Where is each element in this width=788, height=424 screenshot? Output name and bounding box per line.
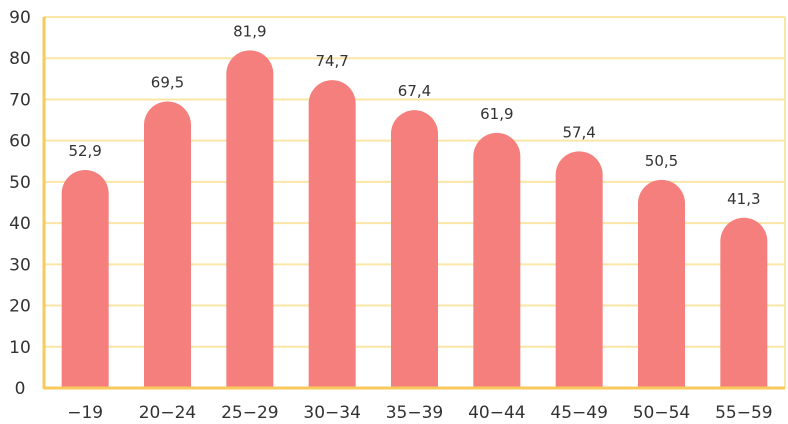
y-tick-label: 90 bbox=[9, 8, 31, 28]
x-tick-label: 35−39 bbox=[386, 403, 444, 423]
bar bbox=[61, 169, 109, 388]
x-tick-label: 55−59 bbox=[715, 403, 773, 423]
bar bbox=[144, 101, 191, 388]
y-tick-label: 10 bbox=[9, 338, 31, 358]
data-label: 41,3 bbox=[727, 190, 760, 208]
y-tick-label: 50 bbox=[9, 173, 31, 193]
x-tick-label: 25−29 bbox=[221, 403, 279, 423]
bars bbox=[61, 50, 768, 389]
data-label: 81,9 bbox=[233, 22, 266, 40]
bar bbox=[391, 110, 438, 389]
y-tick-label: 0 bbox=[15, 379, 26, 399]
bar bbox=[308, 80, 356, 388]
data-label: 69,5 bbox=[151, 74, 184, 92]
x-tick-labels: −19 20−24 25−29 30−34 35−39 40−44 45−49 50−54 55… bbox=[67, 403, 772, 423]
y-tick-label: 30 bbox=[9, 255, 31, 275]
bar bbox=[555, 151, 603, 388]
bar bbox=[473, 132, 521, 388]
x-tick-label: 50−54 bbox=[633, 403, 691, 423]
data-label: 52,9 bbox=[68, 142, 101, 160]
x-tick-label: 30−34 bbox=[303, 403, 361, 423]
y-tick-label: 70 bbox=[9, 90, 31, 110]
bar bbox=[638, 179, 685, 388]
y-tick-label: 60 bbox=[9, 132, 31, 152]
data-label: 57,4 bbox=[562, 123, 595, 141]
axes bbox=[42, 17, 785, 390]
data-labels: 52,9 69,5 81,9 74,7 67,4 61,9 57,4 50,5 41,3 bbox=[68, 22, 760, 207]
x-tick-label: 45−49 bbox=[550, 403, 608, 423]
bar bbox=[226, 50, 274, 389]
data-label: 50,5 bbox=[645, 152, 678, 170]
data-label: 67,4 bbox=[398, 82, 431, 100]
bar bbox=[720, 217, 768, 388]
y-tick-label: 80 bbox=[9, 49, 31, 69]
data-label: 61,9 bbox=[480, 105, 513, 123]
x-tick-label: 20−24 bbox=[139, 403, 197, 423]
x-tick-label: −19 bbox=[67, 403, 103, 423]
y-tick-label: 20 bbox=[9, 297, 31, 317]
y-tick-label: 40 bbox=[9, 214, 31, 234]
y-tick-labels: 0 10 20 30 40 50 60 70 80 90 bbox=[9, 8, 31, 399]
data-label: 74,7 bbox=[315, 52, 348, 70]
x-tick-label: 40−44 bbox=[468, 403, 526, 423]
